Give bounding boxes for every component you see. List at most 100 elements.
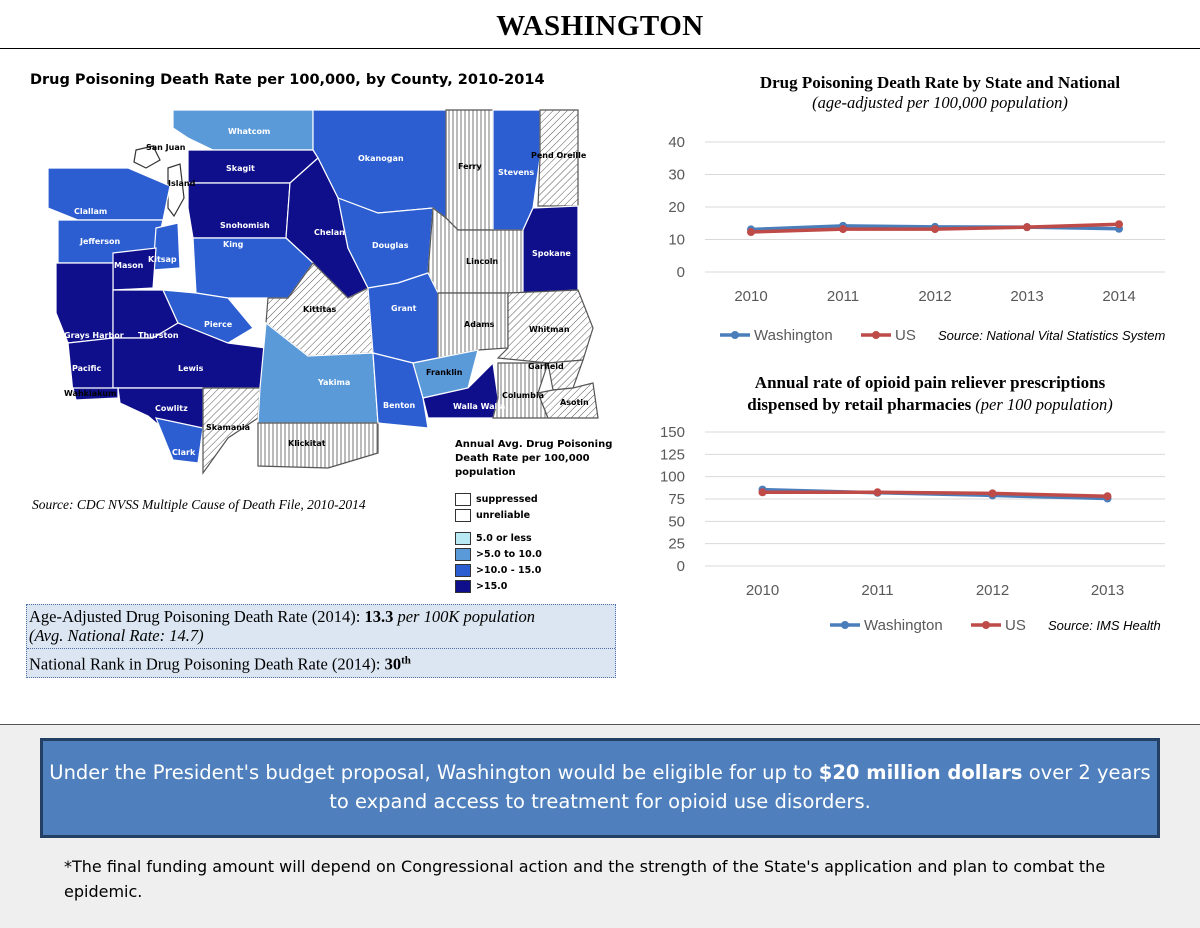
county-san-juan (133, 145, 161, 169)
callout-text-2: over 2 years to expand access to treatme… (329, 761, 1151, 813)
y-tick-label: 0 (677, 558, 685, 575)
county-clark (155, 417, 204, 464)
x-tick-label: 2010 (734, 288, 767, 305)
rank-value: 30 (384, 654, 402, 674)
data-point-us (988, 489, 997, 498)
label-thurston: Thurston (138, 331, 179, 340)
title-divider (0, 48, 1200, 49)
county-wahkiakum (72, 387, 119, 401)
label-columbia: Columbia (502, 391, 544, 400)
county-benton (372, 352, 429, 429)
legend-marker-washington (731, 331, 739, 339)
x-tick-label: 2011 (827, 288, 859, 305)
data-point-us (758, 488, 767, 497)
legend-swatch (455, 509, 471, 522)
legend-label-washington: Washington (864, 617, 943, 634)
legend-swatch (455, 532, 471, 545)
data-point-us (931, 225, 939, 234)
label-chelan: Chelan (314, 228, 345, 237)
legend-label: suppressed (476, 494, 538, 505)
label-lincoln: Lincoln (466, 257, 499, 266)
county-asotin (537, 382, 599, 419)
death-rate-line-chart: 0 10 20 30 40 2010 2011 2012 2013 2014 Washington U… (668, 134, 1166, 344)
stats-box: Age-Adjusted Drug Poisoning Death Rate (… (26, 604, 616, 678)
y-tick-label: 100 (660, 469, 685, 486)
national-rank-stat: National Rank in Drug Poisoning Death Ra… (27, 648, 615, 677)
y-tick-label: 40 (668, 134, 685, 151)
label-island: Island (168, 179, 196, 188)
label-franklin: Franklin (426, 368, 463, 377)
label-snohomish: Snohomish (220, 221, 270, 230)
y-tick-label: 0 (677, 264, 685, 281)
y-tick-label: 150 (660, 424, 685, 441)
x-tick-label: 2012 (918, 288, 951, 305)
label-jefferson: Jefferson (79, 237, 121, 246)
chart1-title-block: Drug Poisoning Death Rate by State and N… (690, 73, 1190, 113)
label-benton: Benton (383, 401, 416, 410)
county-grant (367, 272, 439, 364)
map-title: Drug Poisoning Death Rate per 100,000, b… (30, 72, 545, 88)
legend-item-suppressed: suppressed (455, 493, 538, 506)
chart2-source: Source: IMS Health (1048, 618, 1161, 633)
county-skamania (202, 387, 261, 475)
county-island (167, 163, 185, 218)
x-tick-label: 2013 (1010, 288, 1043, 305)
label-pierce: Pierce (204, 320, 233, 329)
x-tick-label: 2013 (1091, 582, 1124, 599)
chart2-subtitle: (per 100 population) (975, 395, 1113, 414)
series-line-us (762, 490, 1108, 498)
label-lewis: Lewis (178, 364, 204, 373)
data-point-us (1115, 220, 1123, 229)
data-point-us (873, 488, 882, 497)
data-point-us (839, 225, 847, 234)
legend-label-us: US (895, 327, 916, 344)
map-source: Source: CDC NVSS Multiple Cause of Death… (32, 497, 366, 512)
label-yakima: Yakima (317, 378, 350, 387)
label-clark: Clark (172, 448, 196, 457)
label-douglas: Douglas (372, 241, 409, 250)
label-skamania: Skamania (206, 423, 250, 432)
funding-footnote: *The final funding amount will depend on… (64, 857, 1106, 901)
legend-marker-us (872, 331, 880, 339)
label-skagit: Skagit (226, 164, 255, 173)
y-tick-label: 50 (668, 513, 685, 530)
legend-label: >15.0 (476, 581, 508, 592)
data-point-us (747, 228, 755, 237)
callout-amount: $20 million dollars (818, 761, 1023, 784)
label-asotin: Asotin (560, 398, 589, 407)
opioid-prescription-line-chart: 0 25 50 75 100 125 150 2010 2011 2012 2013 Washingt… (660, 424, 1165, 634)
national-rate-note: (Avg. National Rate: 14.7) (29, 626, 204, 645)
label-mason: Mason (114, 261, 144, 270)
data-point-us (1023, 223, 1031, 232)
label-king: King (223, 240, 244, 249)
stat-label: Age-Adjusted Drug Poisoning Death Rate (… (29, 607, 365, 626)
data-point-us (1103, 492, 1112, 501)
page-title: WASHINGTON (496, 10, 704, 42)
legend-label-washington: Washington (754, 327, 833, 344)
county-spokane (522, 205, 579, 294)
y-tick-label: 25 (668, 536, 685, 553)
label-garfield: Garfield (528, 362, 564, 371)
county-franklin (412, 349, 479, 399)
label-okanogan: Okanogan (358, 154, 404, 163)
legend-label: 5.0 or less (476, 533, 532, 544)
budget-callout: Under the President's budget proposal, W… (40, 738, 1160, 838)
chart1-source: Source: National Vital Statistics System (938, 328, 1166, 343)
chart2-title: Annual rate of opioid pain reliever pres… (754, 373, 1106, 392)
legend-item-10-to-15: >10.0 - 15.0 (455, 564, 541, 577)
y-tick-label: 125 (660, 446, 685, 463)
label-grays-harbor: Grays Harbor (64, 331, 124, 340)
legend-marker-washington (841, 621, 849, 629)
y-tick-label: 20 (668, 199, 685, 216)
label-adams: Adams (464, 320, 495, 329)
x-tick-label: 2014 (1102, 288, 1135, 305)
label-walla-walla: Walla Walla (453, 402, 505, 411)
x-tick-label: 2011 (861, 582, 893, 599)
label-spokane: Spokane (532, 249, 571, 258)
chart2-title-line2: dispensed by retail pharmacies (747, 395, 972, 414)
y-tick-label: 30 (668, 167, 685, 184)
county-klickitat (257, 422, 379, 469)
legend-label: >10.0 - 15.0 (476, 565, 542, 576)
legend-label: >5.0 to 10.0 (476, 549, 542, 560)
legend-item-over-15: >15.0 (455, 580, 507, 593)
